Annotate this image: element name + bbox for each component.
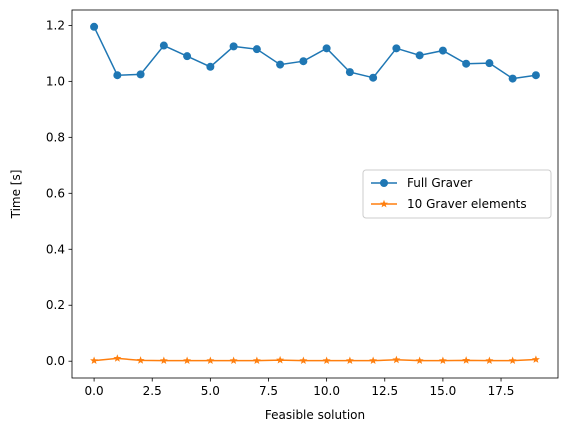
plot-frame	[71, 9, 559, 379]
data-point-series-1	[113, 354, 122, 362]
data-point-series-1	[462, 356, 471, 364]
data-point-series-0	[462, 59, 471, 68]
data-point-series-0	[415, 51, 424, 60]
x-tick-label: 7.5	[259, 384, 278, 398]
data-point-series-0	[206, 62, 215, 71]
y-tick-label: 0.8	[46, 130, 65, 144]
series-line-1	[94, 357, 536, 362]
data-point-series-0	[183, 52, 192, 61]
data-point-series-0	[90, 22, 99, 31]
legend-box	[362, 169, 552, 219]
data-point-series-1	[415, 356, 424, 365]
data-point-series-1	[392, 355, 401, 364]
legend-label-10-graver: 10 Graver elements	[407, 197, 527, 211]
data-point-series-1	[159, 356, 168, 365]
y-axis: 0.0 0.2 0.4 0.6 0.8 1.0 1.2	[46, 18, 72, 368]
data-point-series-1	[252, 356, 261, 365]
data-point-series-0	[345, 68, 354, 77]
data-point-series-0	[299, 57, 308, 66]
series-line-0	[93, 26, 537, 80]
data-point-series-1	[229, 356, 238, 365]
data-point-series-1	[136, 356, 145, 364]
data-point-series-1	[299, 356, 308, 365]
x-tick-label: 2.5	[143, 384, 162, 398]
y-tick-label: 0.4	[46, 242, 65, 256]
y-tick-label: 0.2	[46, 298, 65, 312]
legend: Full Graver 10 Graver elements	[362, 169, 552, 219]
data-point-series-0	[508, 74, 517, 83]
data-point-series-0	[531, 71, 540, 80]
data-point-series-0	[369, 73, 378, 82]
data-point-series-1	[531, 355, 540, 363]
data-point-series-0	[322, 44, 331, 53]
y-tick-label: 1.2	[46, 18, 65, 32]
plot-series	[90, 22, 540, 365]
x-axis: 0.0 2.5 5.0 7.5 10.0 12.5 15.0 17.5	[85, 378, 515, 398]
data-point-series-1	[206, 356, 215, 365]
x-axis-label: Feasible solution	[265, 408, 365, 422]
data-point-series-0	[276, 60, 285, 69]
data-point-series-1	[369, 356, 378, 365]
data-point-series-1	[508, 356, 517, 365]
data-point-series-0	[159, 41, 168, 50]
x-tick-label: 15.0	[430, 384, 457, 398]
x-tick-label: 12.5	[371, 384, 398, 398]
data-point-series-0	[438, 46, 447, 55]
data-point-series-1	[183, 356, 192, 365]
y-axis-label: Time [s]	[9, 170, 23, 220]
data-point-series-0	[252, 45, 261, 54]
y-tick-label: 0.6	[46, 186, 65, 200]
data-point-series-1	[438, 356, 447, 365]
data-point-series-1	[345, 356, 354, 365]
data-point-series-0	[392, 44, 401, 53]
x-tick-label: 5.0	[201, 384, 220, 398]
data-point-series-1	[276, 355, 285, 364]
legend-marker-full-graver	[380, 179, 388, 187]
x-tick-label: 10.0	[313, 384, 340, 398]
x-tick-label: 17.5	[488, 384, 515, 398]
y-tick-label: 0.0	[46, 354, 65, 368]
data-point-series-0	[113, 71, 122, 80]
data-point-series-1	[485, 356, 494, 365]
data-point-series-0	[485, 59, 494, 68]
legend-marker-10-graver	[380, 199, 388, 208]
data-point-series-0	[229, 42, 238, 51]
y-tick-label: 1.0	[46, 74, 65, 88]
data-point-series-0	[136, 70, 145, 79]
x-tick-label: 0.0	[85, 384, 104, 398]
legend-label-full-graver: Full Graver	[407, 176, 472, 190]
data-point-series-1	[322, 356, 331, 365]
data-point-series-1	[90, 356, 99, 365]
